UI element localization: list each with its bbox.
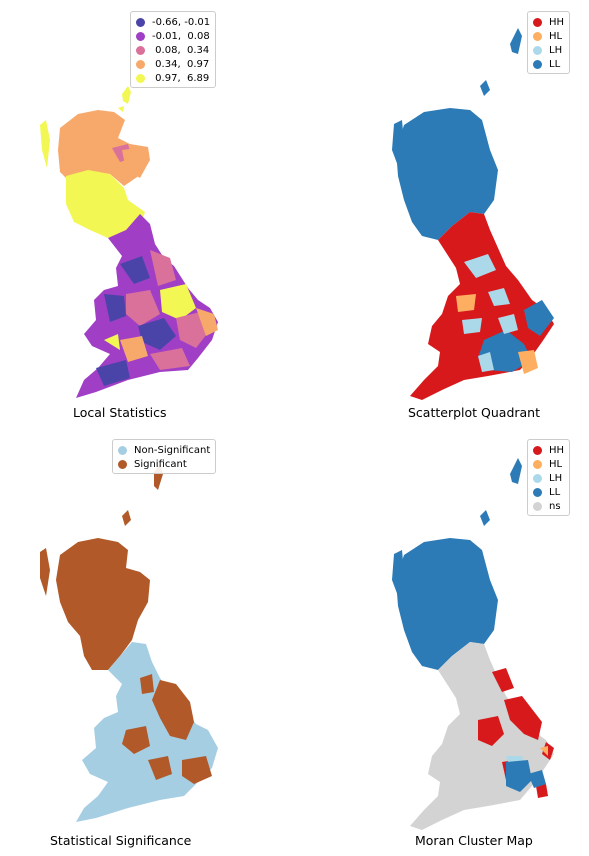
map-legend: HH HL LH LL ns: [527, 439, 571, 516]
legend-entry: ns: [533, 499, 564, 513]
legend-entry: -0.66, -0.01: [136, 15, 210, 29]
legend-label: HH: [549, 444, 565, 456]
statistical-significance-panel: Statistical Significance Non-Significant…: [0, 430, 290, 850]
map-legend: HH HL LH LL: [527, 11, 571, 74]
england-wales-region: [410, 212, 554, 400]
legend-entry: HH: [533, 15, 564, 29]
legend-entry: HL: [533, 457, 564, 471]
legend-label: HL: [549, 458, 563, 470]
legend-swatch: [118, 445, 127, 455]
map-legend: Non-Significant Significant: [112, 439, 217, 474]
panel-caption: Moran Cluster Map: [415, 833, 533, 848]
legend-entry: 0.34, 0.97: [136, 57, 210, 71]
legend-entry: LL: [533, 57, 564, 71]
legend-entry: Significant: [118, 457, 210, 471]
legend-swatch: [533, 501, 542, 511]
shetland-orkney: [480, 28, 522, 96]
scatterplot-quadrant-panel: Scatterplot Quadrant HH HL LH LL: [292, 0, 582, 420]
legend-swatch: [118, 459, 127, 469]
panel-caption: Scatterplot Quadrant: [408, 405, 541, 420]
legend-swatch: [136, 73, 145, 83]
scotland-region: [392, 538, 498, 670]
statistical-significance-map: [40, 464, 218, 822]
shetland-orkney: [480, 458, 522, 526]
scotland-region: [40, 538, 150, 670]
moran-cluster-map: [392, 458, 554, 830]
legend-swatch: [533, 59, 542, 69]
legend-swatch: [533, 473, 542, 483]
legend-swatch: [136, 45, 145, 55]
legend-label: LL: [549, 486, 561, 498]
legend-label: -0.01, 0.08: [152, 30, 210, 42]
england-wales-region: [76, 214, 218, 398]
legend-label: HH: [549, 16, 565, 28]
legend-label: 0.34, 0.97: [152, 58, 210, 70]
legend-label: Significant: [134, 458, 187, 470]
legend-label: LH: [549, 472, 563, 484]
legend-label: -0.66, -0.01: [152, 16, 211, 28]
legend-entry: HL: [533, 29, 564, 43]
panel-caption: Local Statistics: [73, 405, 167, 420]
scatterplot-quadrant-map: [392, 28, 554, 400]
legend-swatch: [136, 59, 145, 69]
scotland-region: [40, 110, 150, 238]
legend-entry: LL: [533, 485, 564, 499]
legend-entry: 0.97, 6.89: [136, 71, 210, 85]
moran-cluster-panel: Moran Cluster Map HH HL LH LL ns: [292, 430, 582, 850]
shetland-orkney: [118, 86, 131, 112]
scotland-region: [392, 108, 498, 240]
legend-label: Non-Significant: [134, 444, 211, 456]
legend-label: LH: [549, 44, 563, 56]
legend-label: HL: [549, 30, 563, 42]
map-legend: -0.66, -0.01 -0.01, 0.08 0.08, 0.34 0.34…: [130, 11, 217, 88]
legend-entry: LH: [533, 471, 564, 485]
legend-swatch: [533, 45, 542, 55]
legend-label: ns: [549, 500, 561, 512]
legend-swatch: [136, 17, 145, 27]
legend-label: LL: [549, 58, 561, 70]
legend-entry: Non-Significant: [118, 443, 210, 457]
panel-caption: Statistical Significance: [50, 833, 192, 848]
legend-entry: 0.08, 0.34: [136, 43, 210, 57]
legend-swatch: [533, 459, 542, 469]
legend-entry: HH: [533, 443, 564, 457]
legend-label: 0.08, 0.34: [152, 44, 210, 56]
legend-swatch: [136, 31, 145, 41]
legend-label: 0.97, 6.89: [152, 72, 210, 84]
legend-swatch: [533, 31, 542, 41]
legend-swatch: [533, 17, 542, 27]
local-statistics-panel: Local Statistics -0.66, -0.01 -0.01, 0.0…: [0, 0, 290, 420]
legend-entry: -0.01, 0.08: [136, 29, 210, 43]
england-wales-region: [76, 642, 218, 822]
local-statistics-map: [40, 86, 218, 398]
legend-entry: LH: [533, 43, 564, 57]
legend-swatch: [533, 445, 542, 455]
england-wales-region: [410, 642, 554, 830]
legend-swatch: [533, 487, 542, 497]
